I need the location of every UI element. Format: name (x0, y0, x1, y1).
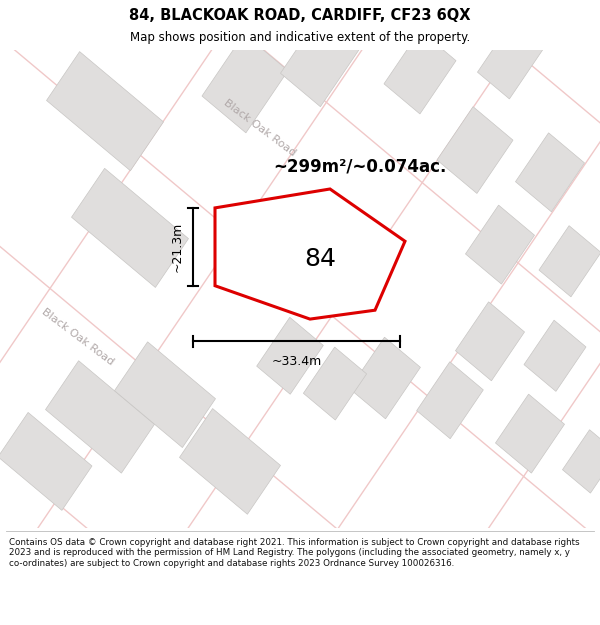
Polygon shape (466, 205, 535, 284)
Polygon shape (202, 34, 288, 133)
Text: ~299m²/~0.074ac.: ~299m²/~0.074ac. (274, 158, 446, 176)
Polygon shape (0, 412, 92, 511)
Polygon shape (562, 430, 600, 493)
Polygon shape (416, 362, 484, 439)
Text: 84: 84 (304, 247, 336, 271)
Polygon shape (515, 133, 584, 212)
Text: ~21.3m: ~21.3m (170, 222, 184, 272)
Polygon shape (71, 168, 188, 288)
Text: Black Oak Road: Black Oak Road (222, 98, 298, 158)
Polygon shape (46, 361, 154, 473)
Text: 84, BLACKOAK ROAD, CARDIFF, CF23 6QX: 84, BLACKOAK ROAD, CARDIFF, CF23 6QX (129, 8, 471, 22)
Text: Map shows position and indicative extent of the property.: Map shows position and indicative extent… (130, 31, 470, 44)
Polygon shape (437, 107, 513, 194)
Polygon shape (304, 347, 367, 420)
Polygon shape (478, 23, 542, 99)
Polygon shape (384, 31, 456, 114)
Text: Black Oak Road: Black Oak Road (40, 307, 116, 367)
Polygon shape (215, 189, 405, 319)
Text: Contains OS data © Crown copyright and database right 2021. This information is : Contains OS data © Crown copyright and d… (9, 538, 580, 568)
Polygon shape (115, 342, 215, 447)
Polygon shape (496, 394, 565, 473)
Polygon shape (280, 16, 359, 107)
Polygon shape (539, 226, 600, 297)
Polygon shape (179, 409, 280, 514)
Polygon shape (47, 52, 163, 171)
Polygon shape (350, 338, 421, 419)
Polygon shape (455, 302, 524, 381)
Text: ~33.4m: ~33.4m (271, 355, 322, 368)
Polygon shape (257, 318, 323, 394)
Polygon shape (524, 320, 586, 391)
